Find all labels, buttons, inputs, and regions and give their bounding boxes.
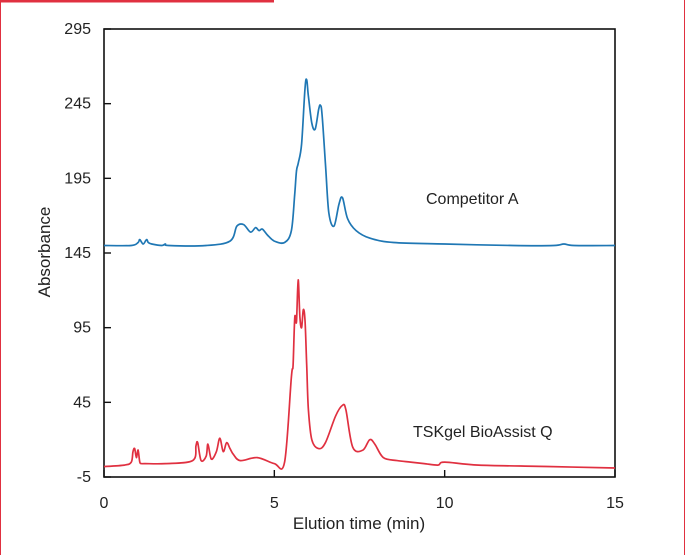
x-tick-label: 10 xyxy=(436,495,454,512)
y-tick-label: 195 xyxy=(64,170,91,187)
x-tick-label: 0 xyxy=(100,495,109,512)
y-tick-label: 145 xyxy=(64,245,91,262)
y-tick-label: 295 xyxy=(64,21,91,38)
series-label-tskgel-bioassist-q: TSKgel BioAssist Q xyxy=(413,424,553,441)
plot-frame xyxy=(103,28,616,478)
y-axis-title: Absorbance xyxy=(35,207,54,298)
x-tick-label: 15 xyxy=(606,495,624,512)
y-tick-label: 245 xyxy=(64,96,91,113)
series-line-tskgel-bioassist-q xyxy=(103,279,616,470)
y-tick-label: 45 xyxy=(73,394,91,411)
series-line-competitor-a xyxy=(103,78,616,247)
x-axis-title: Elution time (min) xyxy=(293,514,425,533)
axes: -5 45 95 145 195 245 295 0 5 10 15 xyxy=(64,21,624,512)
x-tick-label: 5 xyxy=(270,495,279,512)
caption-strip xyxy=(0,0,274,3)
series-label-competitor-a: Competitor A xyxy=(426,191,519,208)
y-tick-label: -5 xyxy=(77,469,91,486)
y-tick-label: 95 xyxy=(73,320,91,337)
series-group xyxy=(103,78,616,470)
